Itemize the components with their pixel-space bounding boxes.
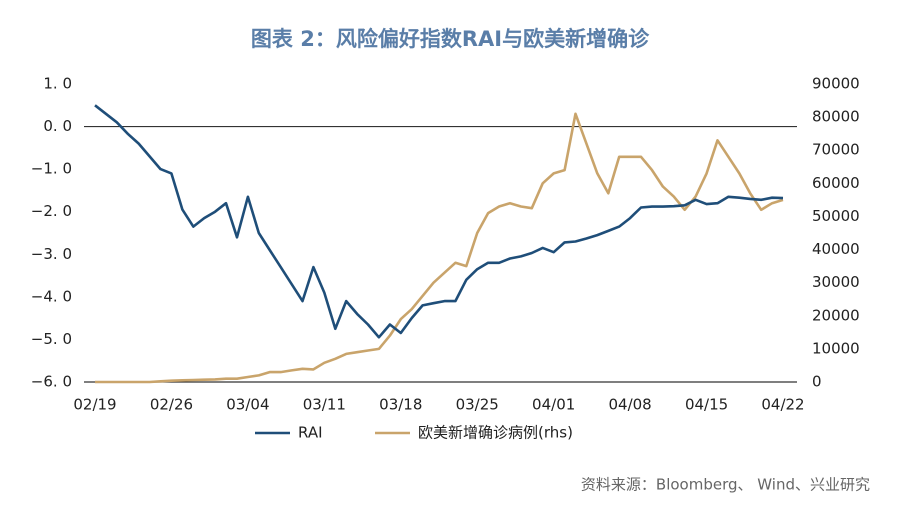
y2-tick-label: 50000 <box>812 207 860 225</box>
x-tick-label: 04/01 <box>532 396 575 414</box>
x-tick-label: 03/11 <box>303 396 346 414</box>
x-tick-label: 04/15 <box>685 396 728 414</box>
y2-tick-label: 80000 <box>812 108 860 126</box>
y2-tick-label: 40000 <box>812 240 860 258</box>
y2-tick-label: 70000 <box>812 141 860 159</box>
x-tick-label: 02/19 <box>73 396 116 414</box>
y2-tick-label: 90000 <box>812 75 860 93</box>
y2-tick-label: 20000 <box>812 306 860 324</box>
y-tick-label: −1. 0 <box>31 160 72 178</box>
x-tick-label: 04/08 <box>608 396 651 414</box>
data-line <box>95 112 784 384</box>
y-tick-label: −4. 0 <box>31 287 72 305</box>
legend-label: 欧美新增确诊病例(rhs) <box>418 424 573 442</box>
y-tick-label: 0. 0 <box>43 117 72 135</box>
x-tick-label: 02/26 <box>150 396 193 414</box>
y-tick-label: −5. 0 <box>31 330 72 348</box>
x-tick-label: 03/18 <box>379 396 422 414</box>
chart-title: 图表 2：风险偏好指数RAI与欧美新增确诊 <box>251 27 650 51</box>
data-line <box>94 104 784 339</box>
y-tick-label: 1. 0 <box>43 75 72 93</box>
x-tick-label: 04/22 <box>761 396 804 414</box>
y-tick-label: −3. 0 <box>31 245 72 263</box>
y2-tick-label: 60000 <box>812 174 860 192</box>
y2-tick-label: 10000 <box>812 339 860 357</box>
y-tick-label: −6. 0 <box>31 373 72 391</box>
legend-label: RAI <box>298 424 323 442</box>
x-tick-label: 03/25 <box>456 396 499 414</box>
y-tick-label: −2. 0 <box>31 202 72 220</box>
x-tick-label: 03/04 <box>226 396 269 414</box>
source-note: 资料来源：Bloomberg、 Wind、兴业研究 <box>581 476 870 494</box>
y2-tick-label: 0 <box>812 373 822 391</box>
y2-tick-label: 30000 <box>812 273 860 291</box>
